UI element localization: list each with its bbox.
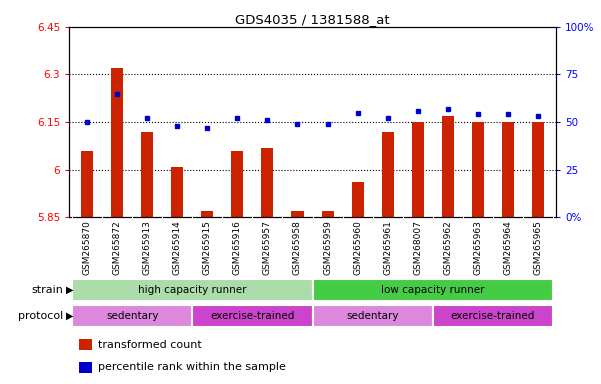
- FancyBboxPatch shape: [313, 279, 553, 301]
- Bar: [141, 132, 153, 217]
- Bar: [382, 132, 394, 217]
- Text: GSM265961: GSM265961: [383, 220, 392, 275]
- Text: sedentary: sedentary: [346, 311, 399, 321]
- Bar: [502, 122, 514, 217]
- Bar: [171, 167, 183, 217]
- Bar: [201, 211, 213, 217]
- Bar: [79, 339, 93, 350]
- Bar: [111, 68, 123, 217]
- Text: GSM265872: GSM265872: [113, 220, 121, 275]
- Bar: [352, 182, 364, 217]
- FancyBboxPatch shape: [72, 279, 313, 301]
- Text: GSM265964: GSM265964: [504, 220, 512, 275]
- Text: GSM265870: GSM265870: [83, 220, 91, 275]
- Text: GSM265913: GSM265913: [143, 220, 151, 275]
- Text: exercise-trained: exercise-trained: [451, 311, 535, 321]
- Text: sedentary: sedentary: [106, 311, 159, 321]
- Bar: [79, 362, 93, 372]
- Text: exercise-trained: exercise-trained: [210, 311, 294, 321]
- FancyBboxPatch shape: [192, 305, 313, 327]
- Text: GSM265958: GSM265958: [293, 220, 302, 275]
- Text: GSM265960: GSM265960: [353, 220, 362, 275]
- Text: GSM265963: GSM265963: [474, 220, 482, 275]
- Title: GDS4035 / 1381588_at: GDS4035 / 1381588_at: [235, 13, 390, 26]
- Text: low capacity runner: low capacity runner: [381, 285, 484, 295]
- Text: ▶: ▶: [66, 311, 73, 321]
- FancyBboxPatch shape: [313, 305, 433, 327]
- Text: protocol: protocol: [18, 311, 63, 321]
- Text: high capacity runner: high capacity runner: [138, 285, 246, 295]
- Bar: [81, 151, 93, 217]
- FancyBboxPatch shape: [433, 305, 553, 327]
- Text: GSM268007: GSM268007: [413, 220, 422, 275]
- Text: transformed count: transformed count: [99, 340, 202, 350]
- Bar: [291, 211, 304, 217]
- Text: GSM265914: GSM265914: [173, 220, 182, 275]
- Bar: [322, 211, 334, 217]
- Text: GSM265915: GSM265915: [203, 220, 212, 275]
- FancyBboxPatch shape: [72, 305, 192, 327]
- Text: GSM265965: GSM265965: [534, 220, 542, 275]
- Bar: [412, 122, 424, 217]
- Bar: [231, 151, 243, 217]
- Bar: [532, 122, 544, 217]
- Text: strain: strain: [31, 285, 63, 295]
- Text: GSM265916: GSM265916: [233, 220, 242, 275]
- Text: GSM265962: GSM265962: [444, 220, 452, 275]
- Text: ▶: ▶: [66, 285, 73, 295]
- Bar: [442, 116, 454, 217]
- Text: GSM265959: GSM265959: [323, 220, 332, 275]
- Text: GSM265957: GSM265957: [263, 220, 272, 275]
- Text: percentile rank within the sample: percentile rank within the sample: [99, 362, 286, 372]
- Bar: [261, 147, 273, 217]
- Bar: [472, 122, 484, 217]
